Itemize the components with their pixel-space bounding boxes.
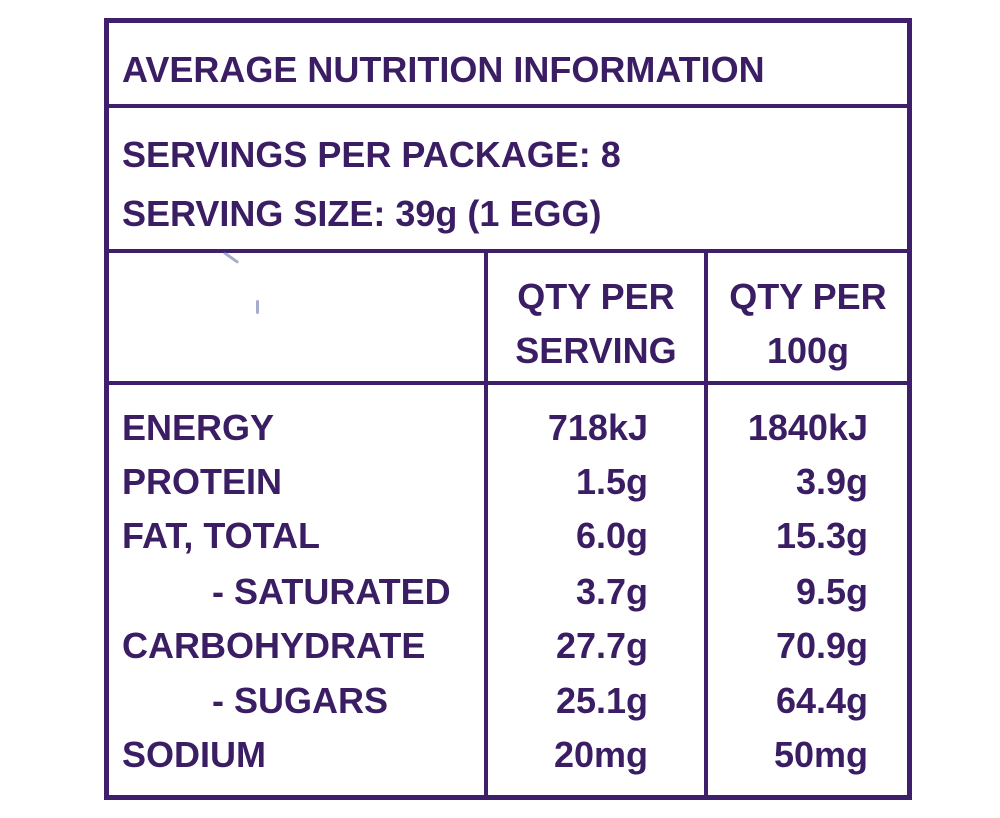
title-divider — [107, 104, 911, 108]
row-value-sodium-per-100g: 50mg — [773, 734, 868, 775]
row-value-sodium-per-serving: 20mg — [553, 734, 648, 775]
row-value-fat-total-per-100g: 15.3g — [775, 515, 868, 556]
header-per-100g-line2: 100g — [766, 330, 850, 371]
header-per-100g-line1: QTY PER — [729, 276, 887, 317]
header-divider — [107, 381, 911, 385]
row-value-sugars-per-100g: 64.4g — [775, 680, 868, 721]
row-value-carbohydrate-per-100g: 70.9g — [775, 625, 868, 666]
servings-divider — [107, 249, 911, 253]
row-label-carbohydrate: CARBOHYDRATE — [122, 625, 426, 666]
column-divider-1 — [484, 251, 488, 798]
row-value-protein-per-serving: 1.5g — [575, 461, 648, 502]
nutrition-information-panel — [104, 18, 912, 800]
servings-per-package: SERVINGS PER PACKAGE: 8 — [122, 134, 621, 175]
row-value-saturated-per-100g: 9.5g — [795, 571, 868, 612]
row-value-energy-per-100g: 1840kJ — [747, 407, 868, 448]
row-label-sugars: - SUGARS — [212, 680, 389, 721]
row-label-saturated: - SATURATED — [212, 571, 451, 612]
row-value-energy-per-serving: 718kJ — [547, 407, 648, 448]
row-label-energy: ENERGY — [122, 407, 275, 448]
row-value-fat-total-per-serving: 6.0g — [575, 515, 648, 556]
ink-smudge — [256, 300, 259, 314]
column-divider-2 — [704, 251, 708, 798]
row-label-sodium: SODIUM — [122, 734, 266, 775]
row-label-protein: PROTEIN — [122, 461, 283, 502]
panel-title: AVERAGE NUTRITION INFORMATION — [122, 49, 765, 90]
serving-size: SERVING SIZE: 39g (1 EGG) — [122, 193, 602, 234]
row-value-saturated-per-serving: 3.7g — [575, 571, 648, 612]
row-value-carbohydrate-per-serving: 27.7g — [555, 625, 648, 666]
row-value-protein-per-100g: 3.9g — [795, 461, 868, 502]
row-label-fat-total: FAT, TOTAL — [122, 515, 320, 556]
header-per-serving-line2: SERVING — [515, 330, 677, 371]
header-per-serving-line1: QTY PER — [517, 276, 675, 317]
row-value-sugars-per-serving: 25.1g — [555, 680, 648, 721]
